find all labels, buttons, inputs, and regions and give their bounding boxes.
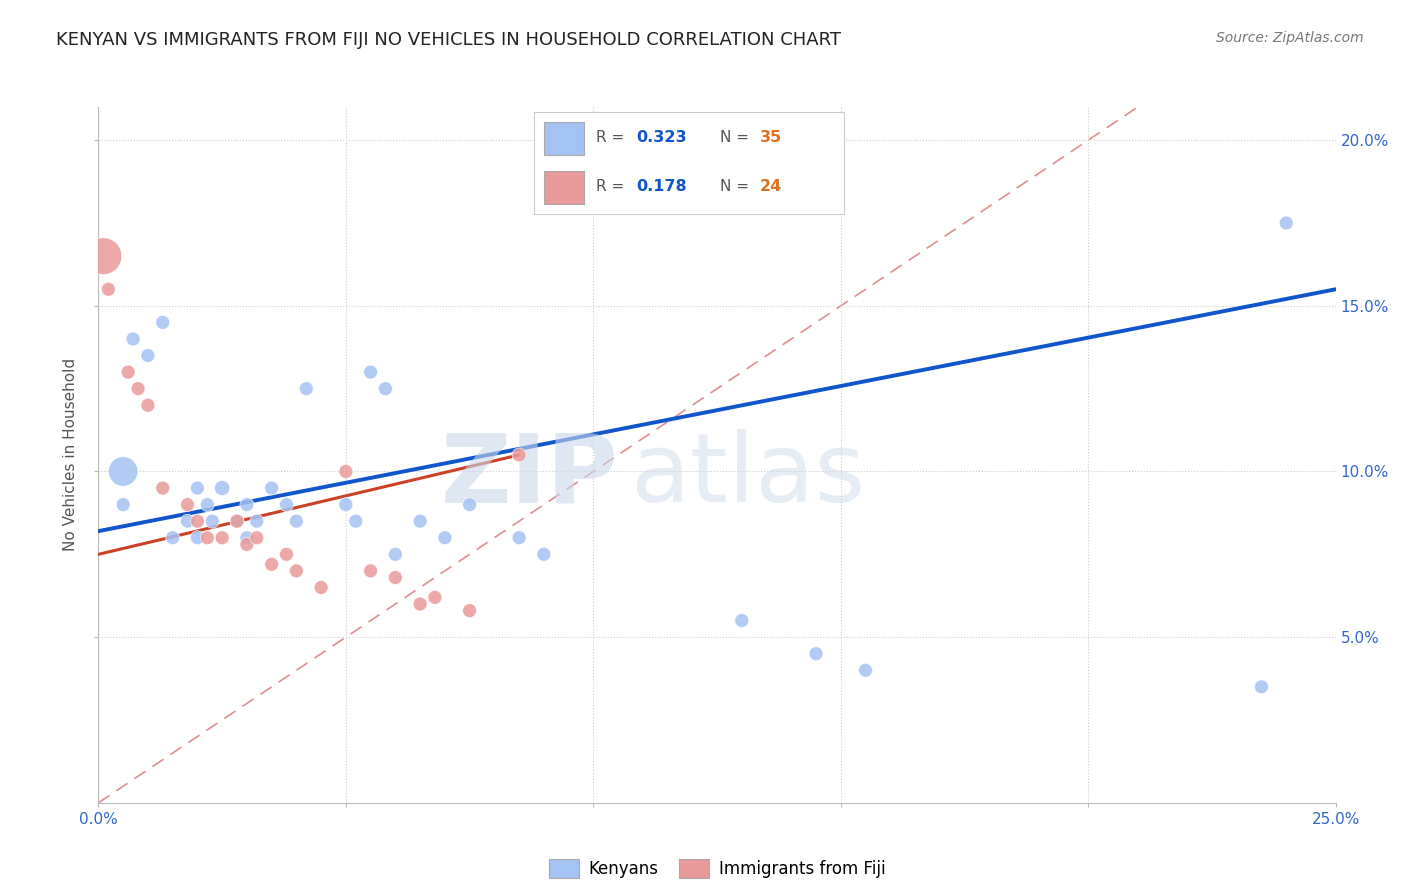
Point xyxy=(276,547,298,561)
Y-axis label: No Vehicles in Household: No Vehicles in Household xyxy=(63,359,79,551)
Point xyxy=(508,531,530,545)
Point xyxy=(117,365,139,379)
Point xyxy=(211,531,233,545)
Point xyxy=(176,498,198,512)
Point xyxy=(855,663,877,677)
Point xyxy=(1250,680,1272,694)
Point xyxy=(409,514,432,528)
Text: N =: N = xyxy=(720,179,754,194)
Point xyxy=(260,558,283,572)
Text: 35: 35 xyxy=(761,130,782,145)
Point xyxy=(211,481,233,495)
Bar xyxy=(544,171,583,204)
Point xyxy=(276,498,298,512)
Text: R =: R = xyxy=(596,130,630,145)
Point xyxy=(804,647,827,661)
Text: 0.323: 0.323 xyxy=(637,130,688,145)
Point xyxy=(236,498,259,512)
Point xyxy=(423,591,446,605)
Point xyxy=(384,570,406,584)
Point xyxy=(384,547,406,561)
Point xyxy=(162,531,184,545)
Point xyxy=(731,614,754,628)
Point xyxy=(508,448,530,462)
Point xyxy=(226,514,249,528)
Point xyxy=(152,481,174,495)
Point xyxy=(344,514,367,528)
Point xyxy=(152,315,174,329)
Legend: Kenyans, Immigrants from Fiji: Kenyans, Immigrants from Fiji xyxy=(543,853,891,885)
Point xyxy=(458,604,481,618)
Point xyxy=(246,514,269,528)
Point xyxy=(186,514,208,528)
Point xyxy=(295,382,318,396)
Text: 24: 24 xyxy=(761,179,782,194)
Point xyxy=(236,537,259,551)
Point xyxy=(409,597,432,611)
Point xyxy=(201,514,224,528)
Text: R =: R = xyxy=(596,179,630,194)
Point xyxy=(335,498,357,512)
Point xyxy=(186,481,208,495)
Point xyxy=(309,581,332,595)
Point xyxy=(136,349,159,363)
Point xyxy=(533,547,555,561)
Text: ZIP: ZIP xyxy=(440,429,619,523)
Text: N =: N = xyxy=(720,130,754,145)
Point xyxy=(136,398,159,412)
Point xyxy=(260,481,283,495)
Point xyxy=(195,498,218,512)
Point xyxy=(112,498,135,512)
Point xyxy=(112,465,135,479)
Point xyxy=(186,531,208,545)
Text: 0.178: 0.178 xyxy=(637,179,688,194)
Point xyxy=(458,498,481,512)
Point xyxy=(195,531,218,545)
Text: atlas: atlas xyxy=(630,429,866,523)
Point xyxy=(285,564,308,578)
Point xyxy=(236,531,259,545)
Bar xyxy=(544,122,583,154)
Point xyxy=(285,514,308,528)
Point xyxy=(335,465,357,479)
Point xyxy=(1275,216,1298,230)
Point xyxy=(226,514,249,528)
Point xyxy=(360,365,382,379)
Text: Source: ZipAtlas.com: Source: ZipAtlas.com xyxy=(1216,31,1364,45)
Text: KENYAN VS IMMIGRANTS FROM FIJI NO VEHICLES IN HOUSEHOLD CORRELATION CHART: KENYAN VS IMMIGRANTS FROM FIJI NO VEHICL… xyxy=(56,31,841,49)
Point xyxy=(433,531,456,545)
Point xyxy=(127,382,149,396)
Point xyxy=(97,282,120,296)
Point xyxy=(176,514,198,528)
Point xyxy=(93,249,115,263)
Point xyxy=(122,332,145,346)
Point xyxy=(374,382,396,396)
Point xyxy=(246,531,269,545)
Point xyxy=(360,564,382,578)
